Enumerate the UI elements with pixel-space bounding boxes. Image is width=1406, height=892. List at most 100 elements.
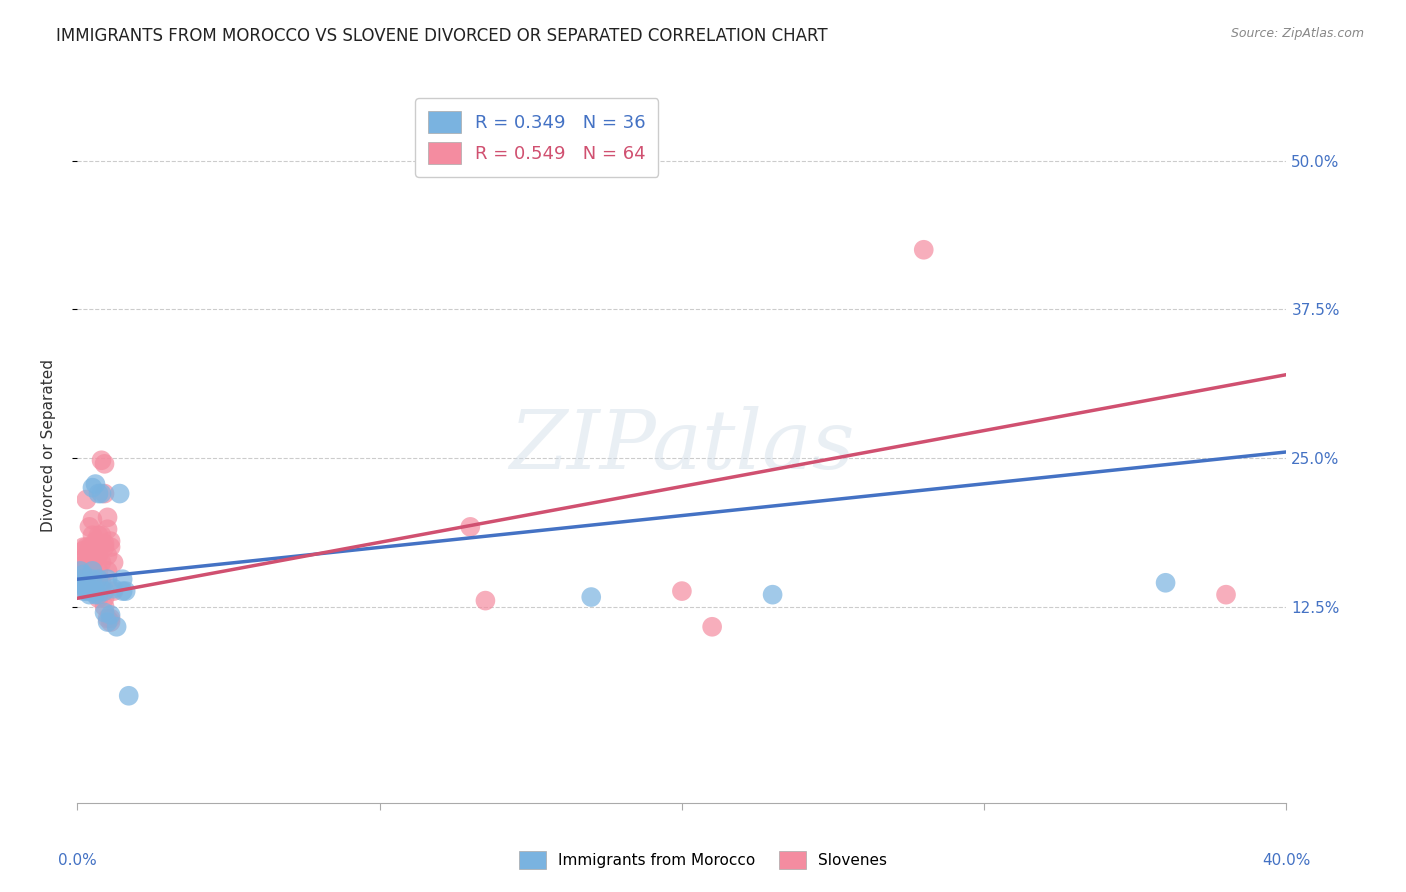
Point <box>87 536 110 550</box>
Point <box>103 584 125 599</box>
Point <box>93 486 115 500</box>
Point <box>90 556 112 570</box>
Point <box>72 543 94 558</box>
Point <box>474 593 496 607</box>
Point <box>75 584 97 599</box>
Point <box>100 534 122 549</box>
Point <box>87 549 110 563</box>
Point <box>96 572 118 586</box>
Point <box>82 564 104 578</box>
Text: IMMIGRANTS FROM MOROCCO VS SLOVENE DIVORCED OR SEPARATED CORRELATION CHART: IMMIGRANTS FROM MOROCCO VS SLOVENE DIVOR… <box>56 27 828 45</box>
Point <box>84 536 107 550</box>
Point <box>82 572 104 586</box>
Point <box>103 556 125 570</box>
Point <box>75 579 97 593</box>
Point <box>100 607 122 622</box>
Point <box>79 584 101 599</box>
Text: 0.0%: 0.0% <box>58 853 97 868</box>
Point <box>460 520 482 534</box>
Point <box>90 528 112 542</box>
Point <box>84 572 107 586</box>
Point <box>75 575 97 590</box>
Point <box>75 549 97 563</box>
Point <box>96 522 118 536</box>
Point <box>762 588 785 602</box>
Text: ZIPatlas: ZIPatlas <box>509 406 855 486</box>
Point <box>75 540 97 554</box>
Point <box>69 560 91 574</box>
Point <box>69 579 91 593</box>
Point <box>87 528 110 542</box>
Point <box>100 540 122 554</box>
Point <box>84 549 107 563</box>
Point <box>96 611 118 625</box>
Point <box>72 540 94 554</box>
Point <box>75 582 97 596</box>
Point <box>100 615 122 629</box>
Point <box>72 567 94 582</box>
Point <box>1215 588 1237 602</box>
Point <box>69 564 91 578</box>
Point <box>79 520 101 534</box>
Point <box>84 584 107 599</box>
Point <box>87 564 110 578</box>
Point <box>108 486 131 500</box>
Point <box>90 486 112 500</box>
Point <box>90 582 112 596</box>
Point <box>72 567 94 582</box>
Point <box>93 457 115 471</box>
Text: Source: ZipAtlas.com: Source: ZipAtlas.com <box>1230 27 1364 40</box>
Point <box>72 578 94 592</box>
Point <box>72 552 94 566</box>
Legend: R = 0.349   N = 36, R = 0.549   N = 64: R = 0.349 N = 36, R = 0.549 N = 64 <box>415 98 658 177</box>
Point <box>93 584 115 599</box>
Point <box>96 564 118 578</box>
Point <box>105 620 128 634</box>
Point <box>93 606 115 620</box>
Point <box>87 588 110 602</box>
Point <box>84 572 107 586</box>
Point <box>82 556 104 570</box>
Point <box>87 572 110 586</box>
Point <box>75 575 97 590</box>
Point <box>90 536 112 550</box>
Point <box>912 243 935 257</box>
Point <box>111 584 134 599</box>
Point <box>90 575 112 590</box>
Y-axis label: Divorced or Separated: Divorced or Separated <box>42 359 56 533</box>
Point <box>100 611 122 625</box>
Point <box>82 572 104 586</box>
Point <box>118 689 141 703</box>
Point <box>84 552 107 566</box>
Point <box>90 453 112 467</box>
Point <box>72 584 94 599</box>
Point <box>581 590 603 604</box>
Point <box>84 588 107 602</box>
Point <box>87 572 110 586</box>
Point <box>75 492 97 507</box>
Point <box>1154 575 1177 590</box>
Text: 40.0%: 40.0% <box>1263 853 1310 868</box>
Point <box>96 615 118 629</box>
Point <box>79 540 101 554</box>
Legend: Immigrants from Morocco, Slovenes: Immigrants from Morocco, Slovenes <box>513 845 893 875</box>
Point <box>79 588 101 602</box>
Point <box>82 564 104 578</box>
Point <box>93 599 115 614</box>
Point <box>96 510 118 524</box>
Point <box>69 572 91 586</box>
Point <box>72 572 94 586</box>
Point <box>87 486 110 500</box>
Point <box>87 591 110 606</box>
Point <box>84 534 107 549</box>
Point <box>702 620 724 634</box>
Point <box>82 540 104 554</box>
Point <box>671 584 693 599</box>
Point <box>69 572 91 586</box>
Point <box>82 481 104 495</box>
Point <box>111 572 134 586</box>
Point <box>79 578 101 592</box>
Point <box>79 572 101 586</box>
Point <box>93 591 115 606</box>
Point <box>75 556 97 570</box>
